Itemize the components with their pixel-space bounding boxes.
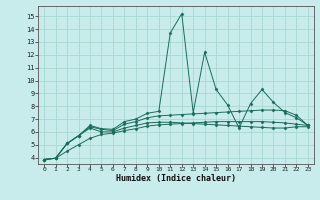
X-axis label: Humidex (Indice chaleur): Humidex (Indice chaleur)	[116, 174, 236, 183]
